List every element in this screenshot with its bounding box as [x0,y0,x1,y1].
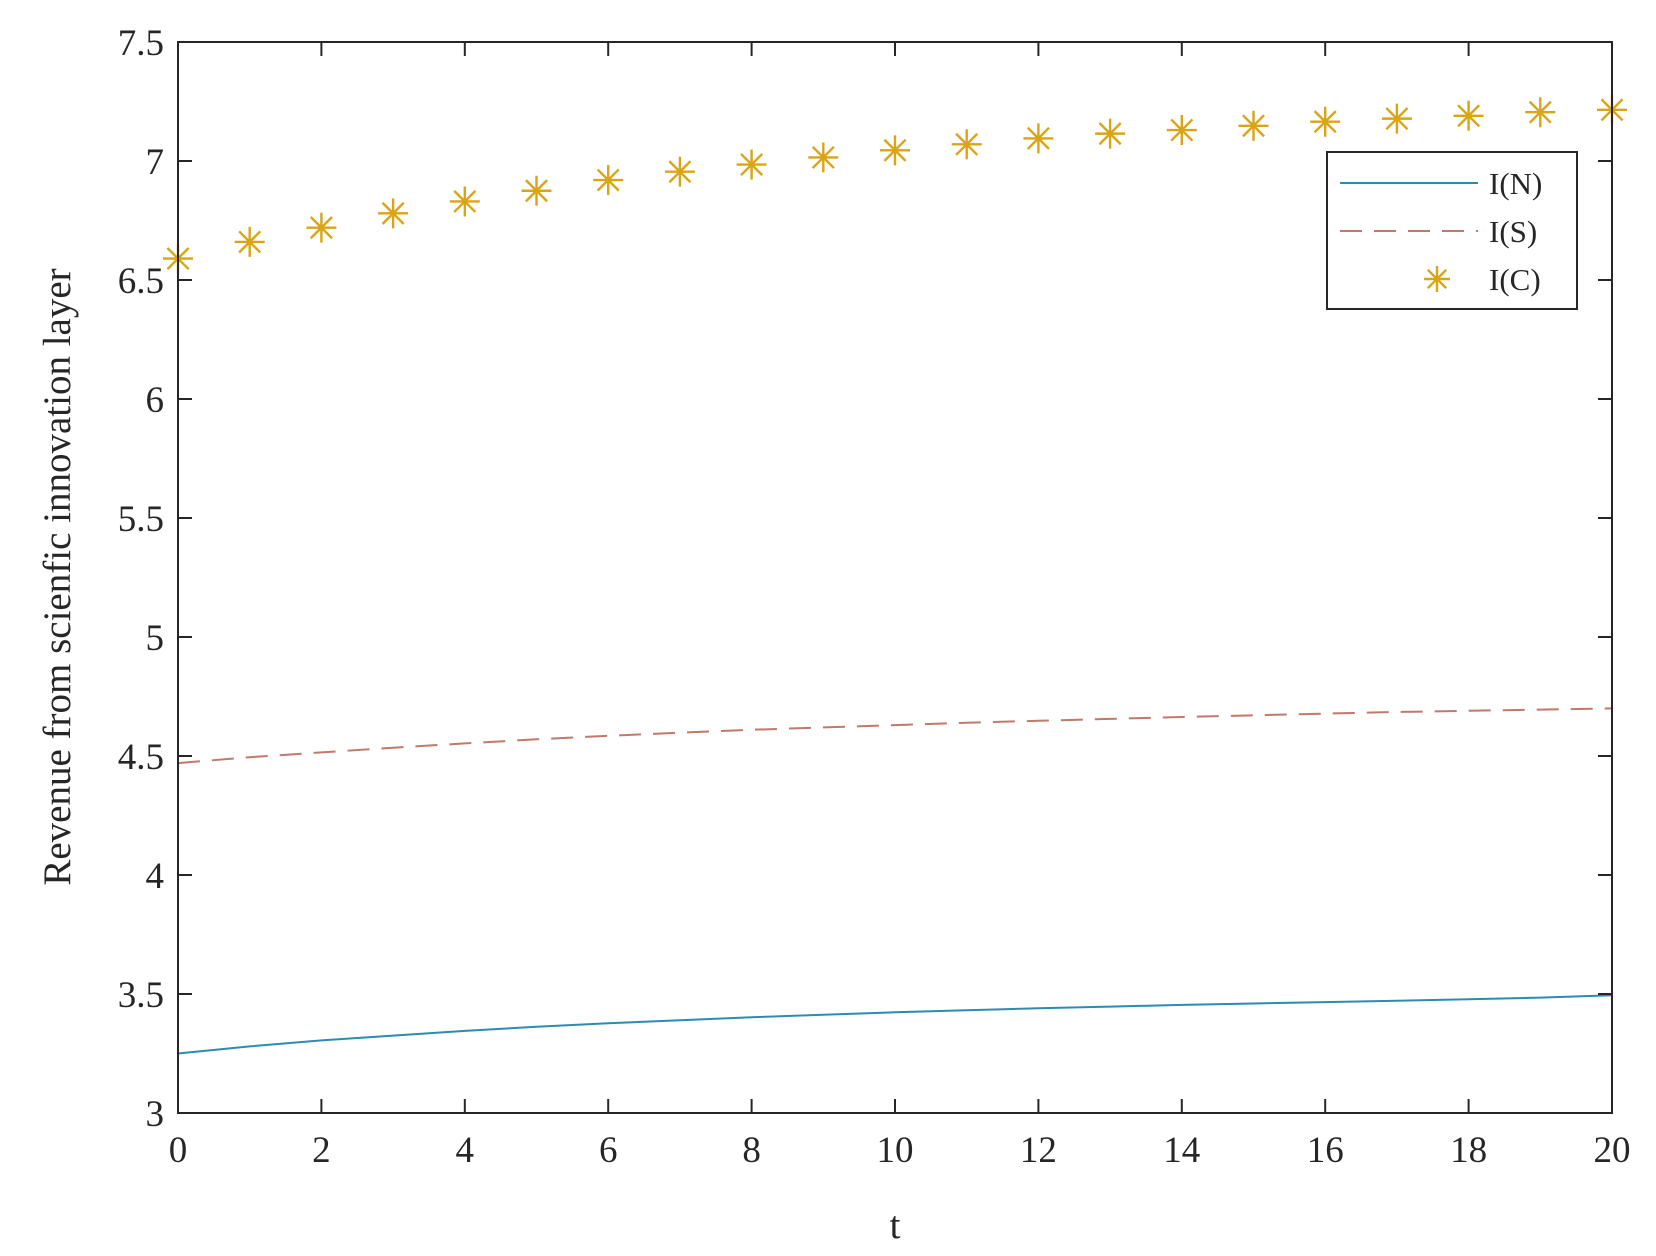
data-point-ic [736,149,767,180]
legend-marker-ic [1424,266,1450,292]
plot-content [163,94,1627,1055]
data-point-ic [1095,118,1126,149]
x-axis-label: t [890,1204,901,1247]
series-in [177,994,1613,1055]
data-point-ic-stroke [525,179,548,203]
legend-marker-ic-stroke [1426,268,1448,290]
x-tick-label: 20 [1594,1130,1631,1171]
data-point-ic [808,142,839,173]
data-point-ic [664,156,695,187]
y-tick-label: 6 [146,380,165,421]
y-tick-label: 7 [146,142,165,183]
data-point-ic-stroke [668,160,692,184]
y-tick-label: 6.5 [118,261,164,302]
data-point-ic [1525,97,1556,128]
x-tick-label: 0 [169,1130,188,1171]
data-point-ic [234,226,265,257]
data-point-ic [880,135,910,166]
x-tick-label: 12 [1020,1130,1057,1171]
data-point-ic-stroke [1026,126,1050,150]
data-point-ic-stroke [238,230,262,254]
data-point-ic-stroke [955,132,979,156]
legend-label-in: I(N) [1489,166,1542,201]
x-tick-label: 8 [742,1130,761,1171]
legend-label-ic: I(C) [1489,262,1541,297]
data-point-ic-stroke [1313,110,1337,134]
data-point-ic-stroke [1098,122,1122,146]
y-tick-label: 7.5 [118,23,164,64]
y-tick-label: 4 [146,856,165,897]
y-tick-label: 4.5 [118,737,164,778]
x-tick-label: 10 [877,1130,914,1171]
x-tick-label: 4 [456,1130,475,1171]
data-point-ic-stroke [453,190,477,213]
data-point-ic-stroke [1170,118,1194,142]
y-axis-label: Revenue from scienfic innovation layer [36,268,79,885]
x-tick-label: 16 [1307,1130,1344,1171]
data-point-ic-stroke [1385,107,1409,131]
data-point-ic [1023,123,1054,154]
plot-frame [177,41,1613,1114]
x-tick-label: 14 [1163,1130,1200,1171]
series-line-is [177,707,1613,765]
data-point-ic [1166,115,1197,146]
y-tick-label: 5 [146,618,165,659]
y-tick-label: 5.5 [118,499,164,540]
data-point-ic [951,129,982,160]
legend: I(N) I(S) I(C) [1326,151,1578,310]
data-point-ic [306,212,337,243]
x-tick-label: 18 [1450,1130,1487,1171]
data-point-ic-stroke [381,201,405,225]
y-tick-label: 3.5 [118,975,164,1016]
y-tick-label: 3 [146,1094,165,1135]
data-point-ic [521,175,552,206]
data-point-ic-stroke [309,216,333,240]
x-tick-label: 6 [599,1130,618,1171]
series-is [177,707,1613,765]
data-point-ic-stroke [883,138,907,162]
data-point-ic-stroke [1242,114,1265,138]
data-point-ic [378,198,409,229]
data-point-ic-stroke [811,145,835,169]
data-point-ic [1310,106,1341,137]
data-point-ic-stroke [1528,100,1552,124]
data-point-ic [449,186,480,217]
series-ic [163,94,1627,274]
data-point-ic [1381,103,1412,134]
data-point-ic-stroke [596,168,620,192]
data-point-ic-stroke [1457,104,1481,128]
x-tick-label: 2 [312,1130,331,1171]
data-point-ic-stroke [740,153,764,177]
data-point-ic [1238,110,1269,141]
legend-label-is: I(S) [1489,214,1537,249]
data-point-ic [1453,100,1484,131]
data-point-ic [593,165,624,196]
series-line-in [177,994,1613,1055]
